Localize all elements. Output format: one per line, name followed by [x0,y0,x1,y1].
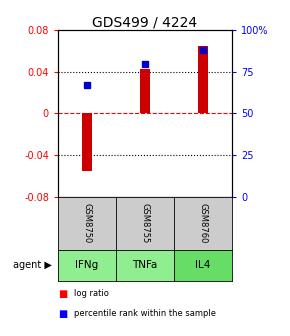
Text: IFNg: IFNg [75,260,99,270]
Text: GSM8760: GSM8760 [198,203,208,244]
Text: log ratio: log ratio [74,289,109,298]
Text: IL4: IL4 [195,260,211,270]
Text: GSM8750: GSM8750 [82,203,92,244]
Bar [198,46,208,114]
Text: GSM8755: GSM8755 [140,203,150,244]
Text: ■: ■ [58,289,67,299]
Text: ■: ■ [58,309,67,319]
Text: agent ▶: agent ▶ [13,260,52,270]
Bar [82,114,92,171]
Text: TNFa: TNFa [132,260,158,270]
Text: percentile rank within the sample: percentile rank within the sample [74,309,216,318]
Bar [140,69,150,114]
Title: GDS499 / 4224: GDS499 / 4224 [93,15,197,29]
